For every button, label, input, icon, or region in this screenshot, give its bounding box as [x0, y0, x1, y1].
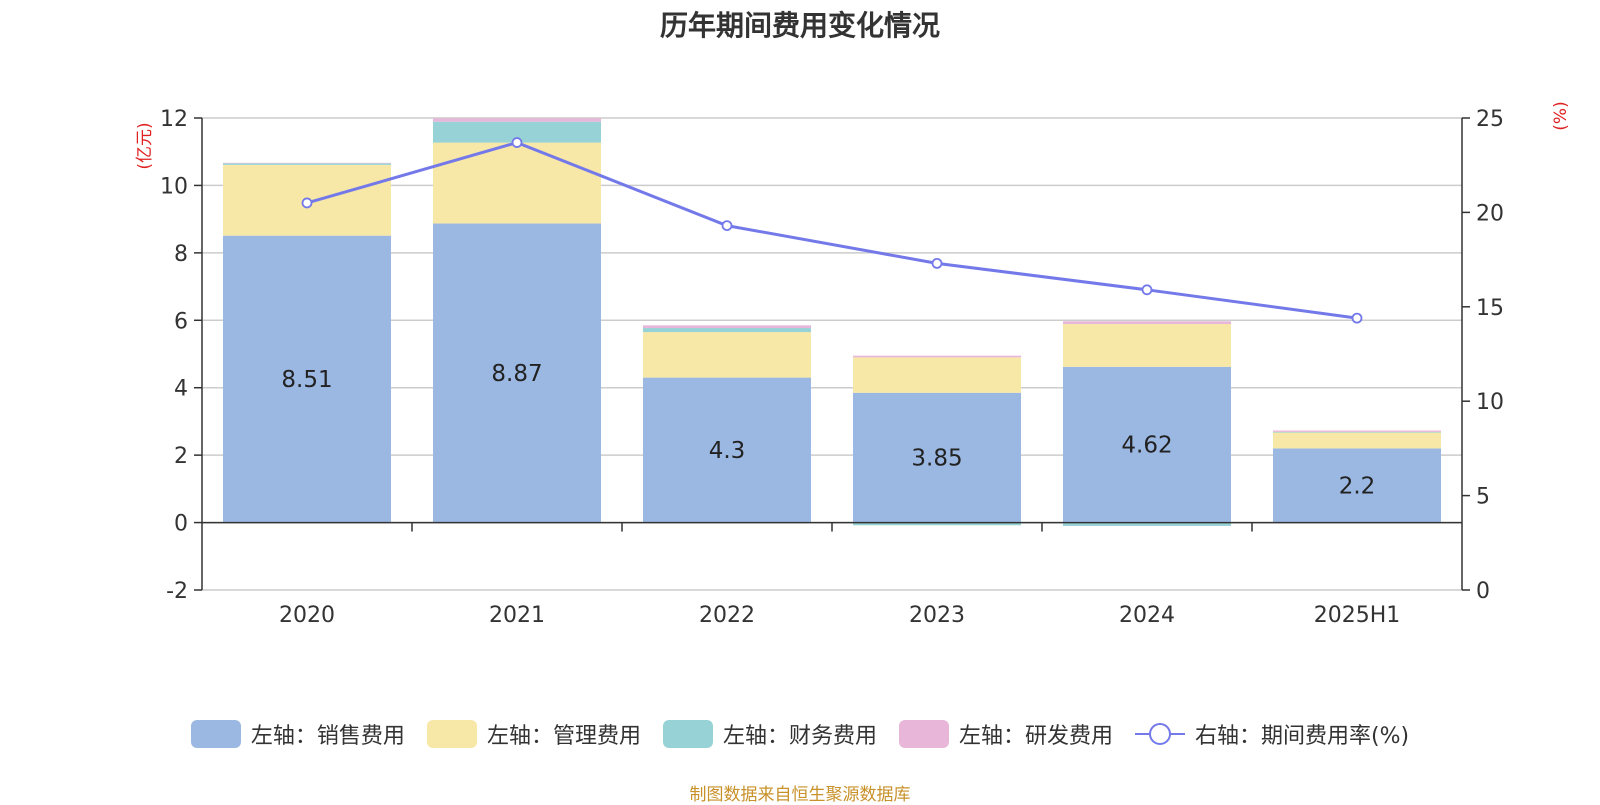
line-point-2021	[511, 137, 523, 148]
bar-0-2021	[433, 223, 601, 523]
bar-0-2020	[223, 235, 391, 523]
bar-0-2023	[853, 392, 1021, 523]
bar-3-2025H1	[1273, 430, 1441, 432]
right-tick-label-20: 20	[1476, 201, 1504, 226]
source-note: 制图数据来自恒生聚源数据库	[689, 785, 911, 805]
bar-2-2025H1	[1273, 431, 1441, 433]
line-point-2020	[301, 197, 313, 209]
bar-3-2022	[643, 325, 811, 329]
line-point-2023	[931, 257, 943, 269]
right-axis-unit-label: (%)	[1551, 101, 1571, 130]
bar-1-2022	[643, 332, 811, 378]
left-tick-label-10: 10	[160, 174, 188, 199]
x-tick-label-2024: 2024	[1119, 603, 1175, 628]
bar-0-2022	[643, 377, 811, 523]
axes: -2 0 2 4 6 8 10 12 0 5 10 15 20 25 (亿元) (%) 2020 2021 2022…	[135, 101, 1571, 628]
legend-item-admin[interactable]: 左轴：管理费用	[426, 718, 641, 750]
data-label-2023: 3.85	[911, 446, 962, 472]
left-tick-label-12: 12	[160, 107, 188, 132]
data-labels: 8.51 8.87 4.3 3.85 4.62 2.2	[281, 361, 1375, 499]
data-label-2024: 4.62	[1121, 433, 1172, 459]
legend-swatch-sales	[190, 720, 241, 748]
right-tick-label-5: 5	[1476, 485, 1490, 510]
x-tick-label-2020: 2020	[279, 603, 335, 628]
right-tick-label-15: 15	[1476, 296, 1504, 321]
line-point-2025H1	[1351, 312, 1363, 324]
legend-label-expense-rate: 右轴：期间费用率(%)	[1194, 724, 1410, 749]
legend-label-finance: 左轴：财务费用	[722, 724, 877, 749]
bar-0-2024	[1063, 366, 1231, 523]
legend-swatch-rnd	[898, 720, 949, 748]
legend-label-sales: 左轴：销售费用	[250, 724, 405, 749]
bar-series	[223, 118, 1441, 526]
x-tick-label-2025H1: 2025H1	[1314, 603, 1401, 628]
bar-1-2021	[433, 142, 601, 224]
line-expense-rate	[306, 140, 1358, 320]
legend-swatch-finance	[662, 720, 713, 748]
right-tick-label-0: 0	[1476, 579, 1490, 604]
data-label-2022: 4.3	[709, 438, 746, 464]
data-label-2020: 8.51	[281, 367, 332, 393]
bar-2-2020	[223, 163, 391, 165]
bar-2-2021	[433, 121, 601, 143]
bar-0-2025H1	[1273, 448, 1441, 523]
legend: 左轴：销售费用 左轴：管理费用 左轴：财务费用 左轴：研发费用 右轴：期间费用率…	[0, 718, 1600, 750]
bar-2-2023	[853, 522, 1021, 526]
right-tick-label-25: 25	[1476, 107, 1504, 132]
bar-3-2024	[1063, 321, 1231, 324]
bar-1-2025H1	[1273, 432, 1441, 449]
x-tick-label-2022: 2022	[699, 603, 755, 628]
bar-2-2022	[643, 328, 811, 333]
left-tick-label--2: -2	[166, 579, 188, 604]
left-tick-label-2: 2	[174, 444, 188, 469]
x-tick-label-2023: 2023	[909, 603, 965, 628]
legend-swatch-admin	[426, 720, 477, 748]
chart-area: -2 0 2 4 6 8 10 12 0 5 10 15 20 25 (亿元) (%) 2020 2021 2022…	[135, 101, 1571, 628]
line-series	[301, 137, 1363, 324]
legend-line-marker	[1134, 720, 1185, 748]
data-label-2021: 8.87	[491, 361, 542, 387]
legend-item-finance[interactable]: 左轴：财务费用	[662, 718, 877, 750]
bar-3-2023	[853, 355, 1021, 358]
bar-3-2021	[433, 118, 601, 122]
legend-item-sales[interactable]: 左轴：销售费用	[190, 718, 405, 750]
left-tick-label-6: 6	[174, 309, 188, 334]
right-tick-label-10: 10	[1476, 390, 1504, 415]
bar-3-2020	[223, 162, 391, 164]
left-tick-label-8: 8	[174, 242, 188, 267]
line-point-2024	[1141, 284, 1153, 296]
x-tick-label-2021: 2021	[489, 603, 545, 628]
bar-1-2024	[1063, 323, 1231, 367]
legend-item-rnd[interactable]: 左轴：研发费用	[898, 718, 1113, 750]
legend-label-rnd: 左轴：研发费用	[958, 724, 1113, 749]
bar-1-2023	[853, 357, 1021, 393]
legend-label-admin: 左轴：管理费用	[486, 724, 641, 749]
left-axis-unit-label: (亿元)	[135, 122, 155, 169]
data-label-2025H1: 2.2	[1339, 473, 1376, 499]
bar-2-2024	[1063, 522, 1231, 526]
chart-title: 历年期间费用变化情况	[659, 9, 940, 42]
legend-item-expense-rate[interactable]: 右轴：期间费用率(%)	[1134, 718, 1410, 750]
line-point-2022	[721, 220, 733, 232]
left-tick-label-4: 4	[174, 377, 188, 402]
left-tick-label-0: 0	[174, 512, 188, 537]
